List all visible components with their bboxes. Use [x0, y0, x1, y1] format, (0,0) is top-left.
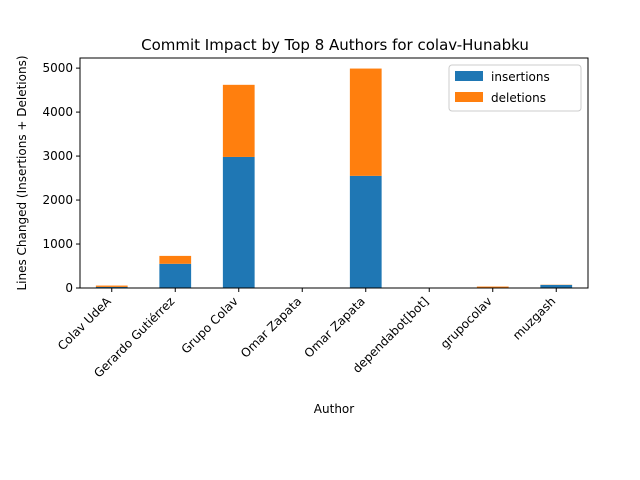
legend-swatch-insertions: [455, 71, 483, 81]
bar-deletions-6: [476, 286, 509, 288]
y-tick-label: 0: [65, 281, 73, 295]
y-axis-label: Lines Changed (Insertions + Deletions): [15, 55, 29, 290]
y-tick-label: 5000: [42, 61, 73, 75]
y-tick-label: 1000: [42, 237, 73, 251]
x-tick-label: Omar Zapata: [302, 294, 368, 360]
legend-label-insertions: insertions: [491, 70, 550, 84]
x-tick-label: grupocolav: [438, 294, 495, 351]
bar-insertions-0: [95, 286, 128, 288]
y-tick-label: 3000: [42, 149, 73, 163]
legend-label-deletions: deletions: [491, 91, 546, 105]
legend: insertions deletions: [448, 64, 582, 112]
bar-deletions-1: [159, 255, 192, 264]
y-axis: 0 1000 2000 3000 4000 5000: [42, 61, 80, 295]
x-tick-label: muzgash: [510, 294, 558, 342]
bar-deletions-2: [222, 84, 255, 157]
bar-insertions-4: [349, 175, 382, 288]
x-tick-label: Grupo Colav: [179, 294, 241, 356]
y-tick-label: 2000: [42, 193, 73, 207]
bar-insertions-2: [222, 156, 255, 288]
chart-title: Commit Impact by Top 8 Authors for colav…: [141, 36, 529, 54]
bars-group: [95, 68, 573, 288]
x-axis-label: Author: [314, 402, 354, 416]
bar-insertions-7: [540, 284, 573, 288]
bar-deletions-0: [95, 285, 128, 287]
bar-deletions-4: [349, 68, 382, 176]
x-tick-label: Omar Zapata: [238, 294, 304, 360]
plot-frame: [79, 57, 589, 289]
legend-swatch-deletions: [455, 92, 483, 102]
x-tick-label: Colav UdeA: [55, 294, 114, 353]
bar-insertions-1: [159, 263, 192, 288]
y-tick-label: 4000: [42, 105, 73, 119]
